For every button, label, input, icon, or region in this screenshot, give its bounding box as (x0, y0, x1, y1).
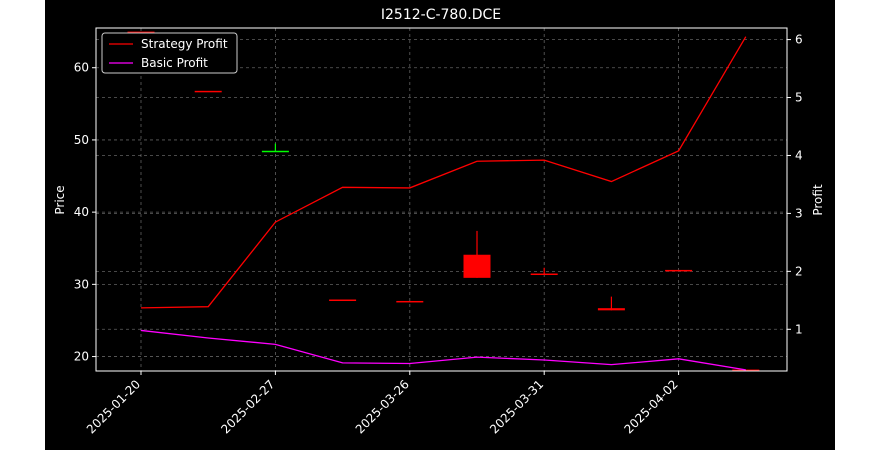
candlesticks (127, 31, 760, 372)
plot-area (96, 28, 787, 371)
profit-lines (140, 36, 747, 371)
legend-label-strategy-profit: Strategy Profit (141, 37, 228, 51)
left-tick-label: 20 (74, 350, 89, 364)
candle-body (463, 254, 491, 278)
legend-box (101, 32, 238, 74)
candle-body (665, 269, 693, 272)
candle-body (127, 31, 155, 34)
legend: Strategy Profit Basic Profit (101, 32, 238, 74)
left-tick-label: 30 (74, 277, 89, 291)
candle-body (261, 150, 289, 153)
legend-label-basic-profit: Basic Profit (141, 56, 208, 70)
candle-body (194, 90, 222, 93)
candle-body (732, 369, 760, 372)
left-axis-title: Price (53, 185, 67, 214)
right-tick-label: 4 (795, 148, 803, 162)
candle-body (597, 308, 625, 311)
candle-body (396, 300, 424, 303)
right-tick-label: 3 (795, 206, 803, 220)
chart-title: I2512-C-780.DCE (381, 7, 501, 23)
right-axis-title: Profit (811, 184, 825, 216)
candle-body (329, 299, 357, 302)
right-tick-label: 6 (795, 33, 803, 47)
candle-body (530, 273, 558, 276)
right-tick-label: 5 (795, 91, 803, 105)
left-tick-label: 60 (74, 61, 89, 75)
right-tick-label: 1 (795, 322, 803, 336)
series-line-basic-profit (140, 329, 746, 371)
left-tick-label: 40 (74, 205, 89, 219)
left-tick-label: 50 (74, 133, 89, 147)
plot-frame (95, 27, 788, 372)
right-tick-label: 2 (795, 264, 803, 278)
series-line-strategy-profit (140, 36, 747, 309)
